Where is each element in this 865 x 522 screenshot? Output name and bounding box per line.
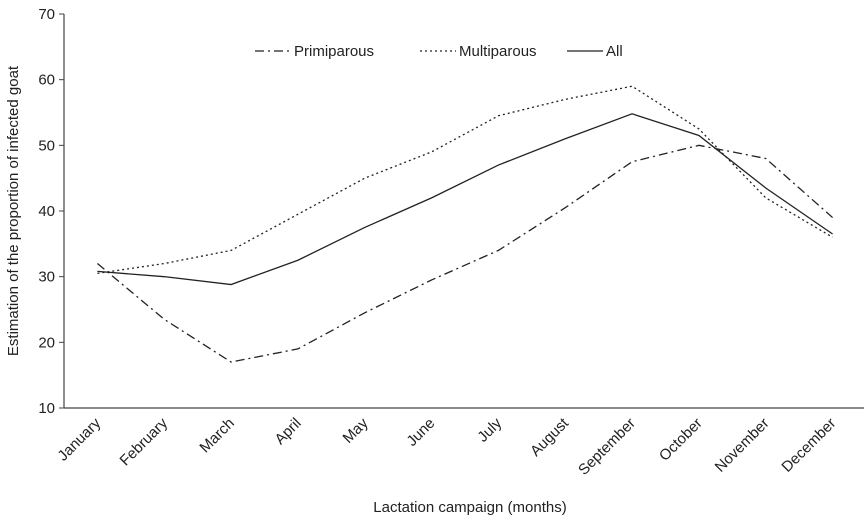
- x-tick-label: January: [54, 414, 104, 464]
- y-tick-label: 10: [38, 400, 55, 417]
- x-tick-label: July: [474, 414, 505, 445]
- legend-label: Primiparous: [294, 43, 374, 60]
- x-tick-label: February: [117, 414, 172, 469]
- x-tick-label: May: [340, 414, 372, 446]
- x-tick-label: November: [712, 415, 773, 476]
- x-tick-label: June: [403, 415, 438, 450]
- x-tick-label: April: [272, 415, 305, 448]
- x-axis-title: Lactation campaign (months): [373, 499, 566, 516]
- legend-label: All: [606, 43, 623, 60]
- series-line: [97, 113, 833, 286]
- y-tick-label: 30: [38, 269, 55, 286]
- series-line: [97, 85, 833, 275]
- y-tick-label: 20: [38, 334, 55, 351]
- y-tick-label: 60: [38, 72, 55, 89]
- x-tick-label: August: [527, 414, 573, 460]
- y-axis-title: Estimation of the proportion of infected…: [5, 65, 22, 356]
- x-tick-label: September: [575, 415, 639, 479]
- y-tick-label: 40: [38, 203, 55, 220]
- y-tick-label: 70: [38, 6, 55, 23]
- y-tick-label: 50: [38, 137, 55, 154]
- x-tick-label: October: [656, 415, 706, 465]
- legend-label: Multiparous: [459, 43, 537, 60]
- series-line: [97, 144, 834, 363]
- x-tick-label: December: [778, 415, 839, 476]
- x-tick-label: March: [196, 415, 237, 456]
